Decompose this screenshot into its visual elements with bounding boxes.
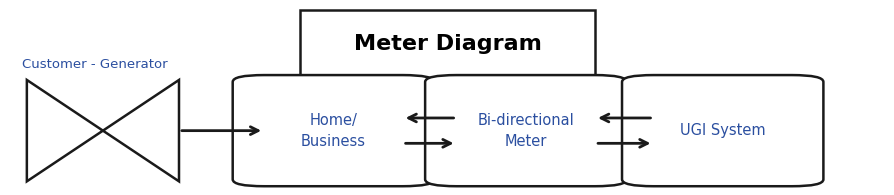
Text: Bi-directional
Meter: Bi-directional Meter	[477, 113, 574, 149]
FancyBboxPatch shape	[232, 75, 434, 186]
FancyBboxPatch shape	[621, 75, 822, 186]
Text: Home/
Business: Home/ Business	[300, 113, 366, 149]
FancyBboxPatch shape	[299, 10, 595, 78]
FancyBboxPatch shape	[425, 75, 626, 186]
Text: Customer - Generator: Customer - Generator	[22, 58, 168, 71]
Text: UGI System: UGI System	[679, 123, 764, 138]
Text: Meter Diagram: Meter Diagram	[353, 34, 541, 54]
